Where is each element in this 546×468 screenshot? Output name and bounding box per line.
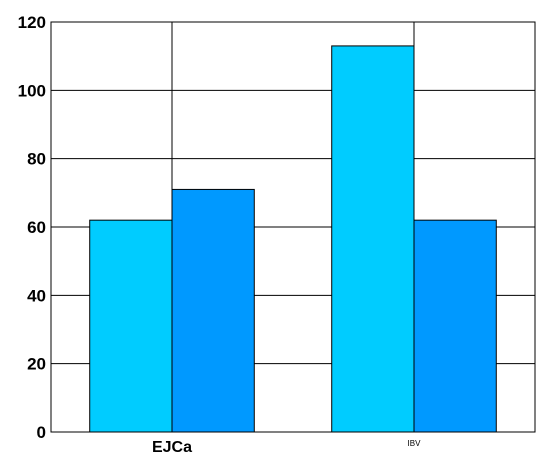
y-tick-label: 80 bbox=[27, 150, 46, 169]
bar bbox=[89, 219, 173, 433]
x-tick-label: EJCa bbox=[152, 439, 192, 456]
bar bbox=[331, 45, 415, 433]
y-tick-label: 60 bbox=[27, 218, 46, 237]
bar bbox=[413, 219, 497, 433]
y-tick-label: 0 bbox=[37, 423, 46, 442]
y-tick-label: 100 bbox=[18, 81, 46, 100]
y-tick-label: 20 bbox=[27, 355, 46, 374]
plot-border bbox=[50, 21, 536, 433]
y-tick-label: 120 bbox=[18, 13, 46, 32]
y-axis-ticks: 0 20 40 60 80 100 120 bbox=[18, 13, 46, 442]
x-axis-labels: EJCa IBV bbox=[152, 439, 421, 456]
y-tick-label: 40 bbox=[27, 286, 46, 305]
x-tick-label: IBV bbox=[408, 439, 422, 448]
bar bbox=[171, 188, 255, 433]
